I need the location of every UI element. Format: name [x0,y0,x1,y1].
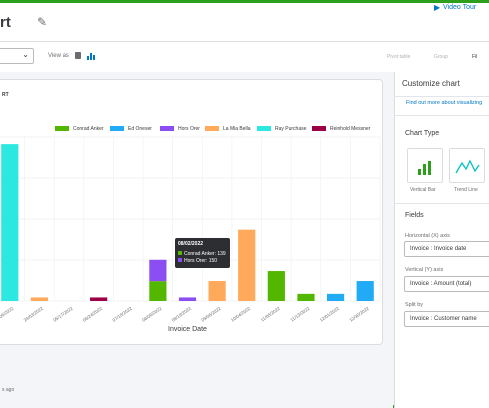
trend-line-label: Trend Line [454,187,478,193]
report-title: rt [0,14,11,31]
learn-more-link[interactable]: Find out more about visualizing [406,100,483,106]
pivot-table-button[interactable]: Pivot table [387,54,411,60]
view-as-label: View as [48,53,69,59]
legend-item[interactable]: Hors Orer [178,126,200,132]
divider [394,203,489,204]
tooltip-line: Hors Orer: 150 [184,258,218,264]
tooltip-swatch [178,258,182,262]
legend-item[interactable]: Reinhold Messner [330,126,371,132]
split-by-field[interactable]: Invoice : Customer name [404,311,489,327]
chart-card-title: RT [2,92,9,98]
legend-item[interactable]: La Mia Bella [223,126,251,132]
group-button[interactable]: Group [434,54,448,60]
video-tour-link[interactable]: Video Tour [443,4,477,11]
legend-swatch [205,126,219,131]
chevron-down-icon: ⌄ [22,50,29,59]
legend-swatch [110,126,124,131]
legend-item[interactable]: Ed Oneser [128,126,152,132]
trend-line-option[interactable] [449,148,485,183]
chart-view-icon[interactable] [87,52,95,60]
legend-swatch [312,126,326,131]
vertical-bar-option[interactable] [407,148,443,183]
divider [394,115,489,116]
y-axis-field[interactable]: Invoice : Amount (total) [404,276,489,292]
customize-title: Customize chart [402,79,460,88]
chart-type-heading: Chart Type [405,130,440,137]
report-toolbar [0,42,489,72]
report-header [0,3,489,42]
x-axis-title: Invoice Date [168,326,207,333]
x-axis-field-label: Horizontal (X) axis [405,233,450,239]
trend-line-icon [455,159,480,174]
date-range-select[interactable]: ⌄ [0,48,34,64]
vertical-bar-icon [418,161,431,175]
x-axis-field[interactable]: Invoice : Invoice date [404,241,489,257]
tooltip-line: Conrad Anker: 139 [184,251,226,257]
chart-tooltip: 08/02/2022 Conrad Anker: 139 Hors Orer: … [175,238,230,268]
last-updated-text: s ago [2,387,15,393]
split-by-label: Split by [405,302,424,308]
fields-heading: Fields [405,212,424,219]
chart-card [0,79,383,345]
legend-swatch [55,126,69,131]
legend-item[interactable]: Conrad Anker [73,126,104,132]
divider [394,96,489,97]
y-axis-field-label: Vertical (Y) axis [405,267,444,273]
customize-panel [394,72,489,408]
filter-button[interactable]: Fil [472,54,478,60]
pencil-icon[interactable]: ✎ [37,15,48,29]
table-view-icon[interactable] [75,52,81,59]
tooltip-swatch [178,251,182,255]
legend-swatch [160,126,174,131]
tooltip-date: 08/02/2022 [178,241,204,247]
vertical-bar-label: Vertical Bar [410,187,436,193]
video-icon[interactable]: ▶ [434,3,441,12]
legend-item[interactable]: Ray Purchase [275,126,307,132]
legend-swatch [257,126,271,131]
